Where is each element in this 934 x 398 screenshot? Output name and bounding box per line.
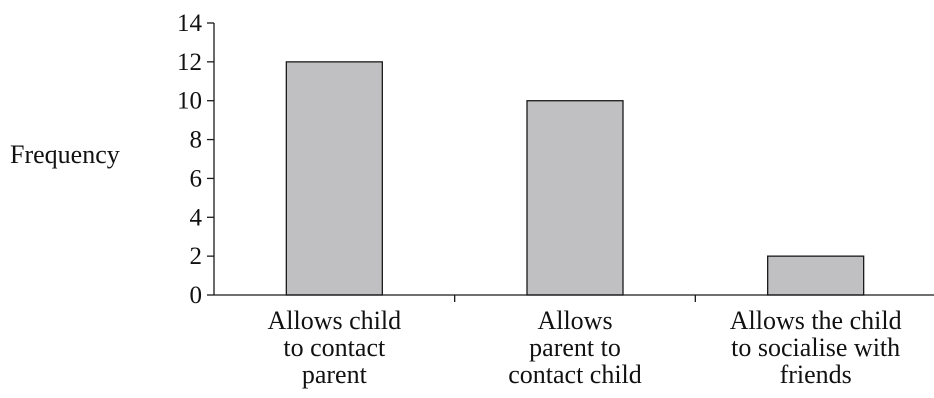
x-axis-ticks [454,295,696,302]
category-label-line: contact child [508,360,642,389]
category-label: Allows the child to socialise with friends [730,306,902,389]
category-label: Allows child to contact parent [268,306,402,389]
category-label-line: Allows the child [730,306,902,335]
y-tick-label: 8 [190,127,203,154]
bar [526,100,624,296]
y-axis-title: Frequency [10,140,120,169]
category-label: Allows parent to contact child [508,306,642,389]
bars [285,61,865,296]
y-tick-label: 12 [177,49,202,76]
category-label-line: to socialise with [731,333,900,362]
y-tick-label: 2 [190,243,203,270]
category-label-line: Allows child [268,306,402,335]
category-label-line: to contact [283,333,386,362]
bar [285,61,383,296]
category-label-line: parent [302,360,368,389]
category-label-line: Allows [537,306,612,335]
y-tick-label: 14 [177,10,203,37]
y-axis-ticks: 0 2 4 6 8 10 12 14 [177,10,214,309]
y-tick-label: 6 [190,165,203,192]
y-tick-label: 4 [190,204,203,231]
y-tick-label: 0 [190,282,203,309]
category-label-line: parent to [529,333,621,362]
category-label-line: friends [780,360,852,389]
y-tick-label: 10 [177,88,202,115]
bar [767,255,865,296]
